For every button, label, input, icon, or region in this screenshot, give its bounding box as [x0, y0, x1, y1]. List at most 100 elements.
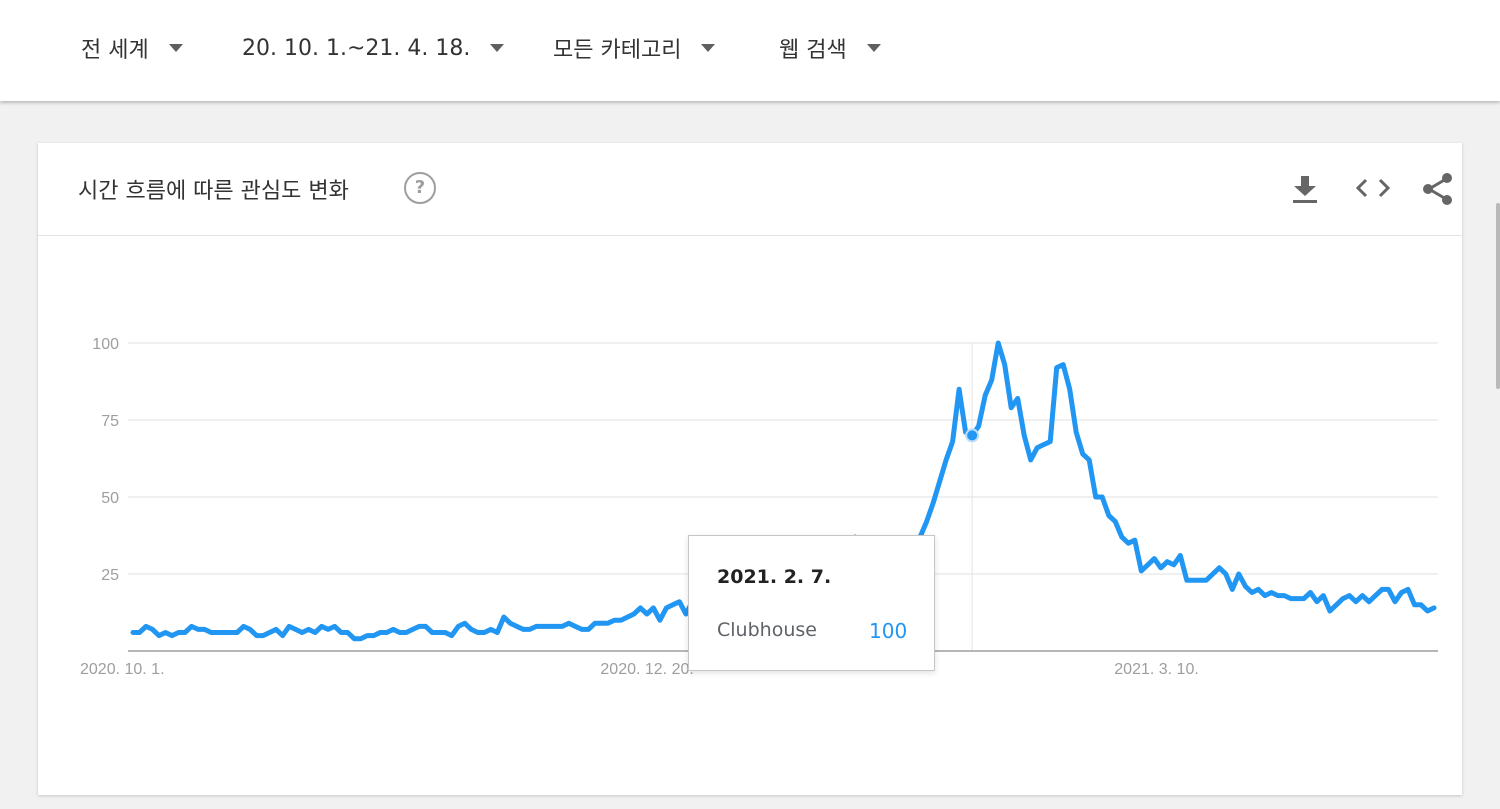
- dropdown-caret-icon: [168, 44, 183, 52]
- data-point: [1374, 594, 1377, 597]
- data-point: [1088, 458, 1091, 462]
- data-point: [1127, 542, 1130, 545]
- data-point: [1419, 603, 1423, 606]
- card-header: 시간 흐름에 따른 관심도 변화 ?: [38, 143, 1462, 236]
- data-point: [1393, 600, 1397, 603]
- data-point: [515, 625, 518, 628]
- data-point: [431, 631, 434, 634]
- scrollbar-thumb[interactable]: [1496, 203, 1500, 389]
- data-point: [548, 625, 551, 628]
- data-point: [138, 631, 141, 634]
- data-point: [463, 622, 466, 625]
- category-filter[interactable]: 모든 카테고리: [553, 30, 716, 66]
- data-point: [1387, 588, 1390, 591]
- data-point: [1036, 446, 1039, 449]
- data-point: [450, 634, 453, 637]
- data-point: [1432, 606, 1436, 610]
- data-point: [261, 634, 265, 637]
- data-point: [1257, 588, 1260, 591]
- dropdown-caret-icon: [866, 44, 881, 52]
- data-point: [255, 634, 258, 637]
- data-point: [1302, 597, 1306, 600]
- data-point: [1198, 579, 1202, 582]
- data-point: [151, 628, 154, 631]
- data-point: [313, 631, 317, 634]
- data-point: [1328, 609, 1332, 613]
- data-point: [372, 634, 375, 637]
- data-point: [1354, 600, 1358, 603]
- data-point: [157, 634, 161, 637]
- data-point: [320, 625, 323, 628]
- data-point: [1179, 554, 1182, 557]
- data-point: [1380, 588, 1384, 591]
- data-point: [1315, 600, 1319, 603]
- data-point: [1270, 591, 1273, 594]
- data-point: [340, 631, 343, 634]
- data-point: [1283, 594, 1286, 597]
- data-point: [574, 625, 577, 628]
- data-point: [235, 631, 239, 634]
- data-point: [1289, 597, 1293, 600]
- data-point: [1205, 579, 1208, 582]
- data-point: [274, 628, 278, 631]
- data-point: [366, 634, 369, 637]
- data-point: [326, 628, 330, 631]
- data-point: [1224, 572, 1228, 576]
- x-tick-label: 2020. 10. 1.: [80, 661, 165, 678]
- data-point: [1335, 603, 1338, 606]
- data-point: [229, 631, 232, 634]
- tooltip-value: 100: [869, 619, 908, 643]
- share-icon[interactable]: [1420, 171, 1456, 211]
- data-point: [1348, 594, 1351, 597]
- data-point: [379, 631, 382, 634]
- data-point: [287, 625, 291, 628]
- data-point: [1413, 603, 1416, 606]
- data-point: [502, 615, 505, 619]
- data-point: [1107, 514, 1111, 517]
- data-point: [483, 631, 486, 634]
- data-point: [1022, 434, 1026, 437]
- help-icon[interactable]: ?: [404, 172, 436, 204]
- data-point: [619, 619, 623, 622]
- data-point: [1426, 609, 1429, 613]
- data-point: [535, 625, 538, 628]
- data-point: [1185, 579, 1189, 582]
- data-point: [268, 631, 271, 634]
- data-point: [489, 628, 492, 631]
- data-point: [424, 625, 427, 628]
- data-point: [1322, 594, 1325, 597]
- data-point: [1010, 406, 1013, 409]
- data-point: [131, 631, 135, 634]
- data-point: [359, 637, 362, 640]
- download-icon[interactable]: [1290, 171, 1320, 209]
- region-filter-label: 전 세계: [81, 38, 149, 63]
- search-type-filter[interactable]: 웹 검색: [779, 30, 881, 66]
- data-point: [1211, 572, 1215, 576]
- data-point: [1042, 443, 1045, 446]
- data-point: [1276, 594, 1280, 597]
- search-type-filter-label: 웹 검색: [779, 38, 847, 63]
- data-point: [561, 625, 564, 628]
- data-point: [528, 628, 531, 631]
- data-point: [216, 631, 219, 634]
- data-point: [587, 628, 590, 631]
- data-point: [209, 631, 213, 634]
- data-point: [671, 603, 675, 606]
- data-point: [951, 440, 954, 443]
- data-point: [1153, 557, 1156, 560]
- data-point: [222, 631, 226, 634]
- data-point: [1237, 572, 1241, 576]
- data-point: [1146, 563, 1150, 566]
- embed-code-icon[interactable]: [1354, 171, 1392, 209]
- data-point: [333, 625, 336, 628]
- data-point: [665, 606, 668, 610]
- data-point: [1263, 594, 1267, 597]
- region-filter[interactable]: 전 세계: [81, 30, 183, 66]
- data-point: [1218, 566, 1221, 569]
- tooltip-date: 2021. 2. 7.: [717, 566, 832, 588]
- data-point: [1114, 520, 1117, 523]
- period-filter[interactable]: 20. 10. 1.~21. 4. 18.: [242, 30, 505, 66]
- data-point: [990, 378, 993, 382]
- data-point: [281, 634, 284, 637]
